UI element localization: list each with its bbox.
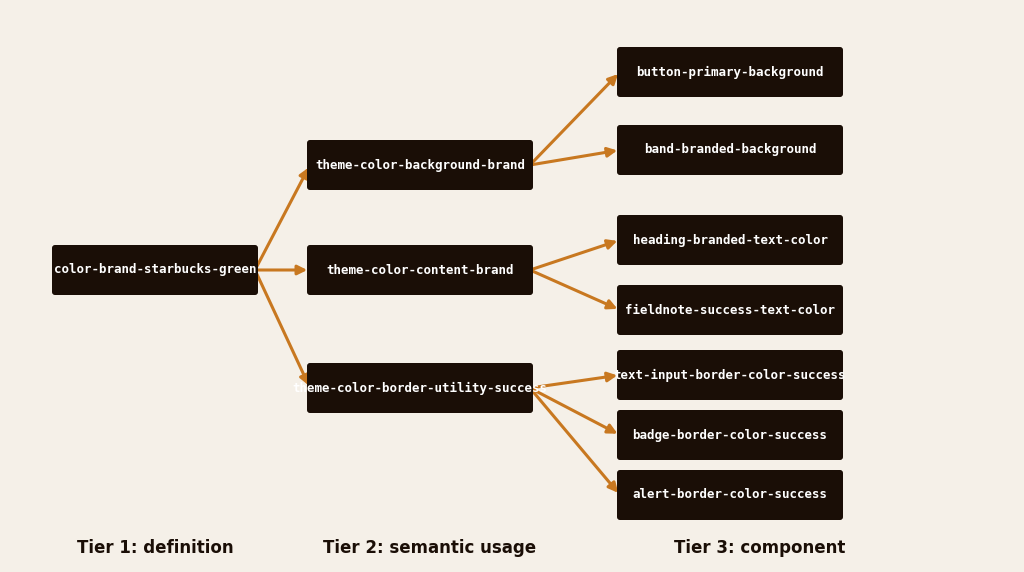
FancyBboxPatch shape [617,410,843,460]
Text: theme-color-border-utility-success: theme-color-border-utility-success [293,382,548,395]
Text: alert-border-color-success: alert-border-color-success [633,488,827,502]
Text: fieldnote-success-text-color: fieldnote-success-text-color [625,304,835,316]
FancyBboxPatch shape [307,363,534,413]
Text: theme-color-content-brand: theme-color-content-brand [327,264,514,276]
FancyBboxPatch shape [617,215,843,265]
Text: button-primary-background: button-primary-background [636,65,823,78]
FancyBboxPatch shape [617,350,843,400]
FancyBboxPatch shape [52,245,258,295]
FancyBboxPatch shape [617,125,843,175]
Text: Tier 2: semantic usage: Tier 2: semantic usage [324,539,537,557]
Text: Tier 3: component: Tier 3: component [675,539,846,557]
Text: theme-color-background-brand: theme-color-background-brand [315,158,525,172]
Text: heading-branded-text-color: heading-branded-text-color [633,233,827,247]
Text: text-input-border-color-success: text-input-border-color-success [613,368,846,382]
FancyBboxPatch shape [617,285,843,335]
FancyBboxPatch shape [307,140,534,190]
FancyBboxPatch shape [617,470,843,520]
FancyBboxPatch shape [617,47,843,97]
Text: Tier 1: definition: Tier 1: definition [77,539,233,557]
Text: band-branded-background: band-branded-background [644,144,816,157]
Text: badge-border-color-success: badge-border-color-success [633,428,827,442]
FancyBboxPatch shape [307,245,534,295]
Text: color-brand-starbucks-green: color-brand-starbucks-green [53,264,256,276]
